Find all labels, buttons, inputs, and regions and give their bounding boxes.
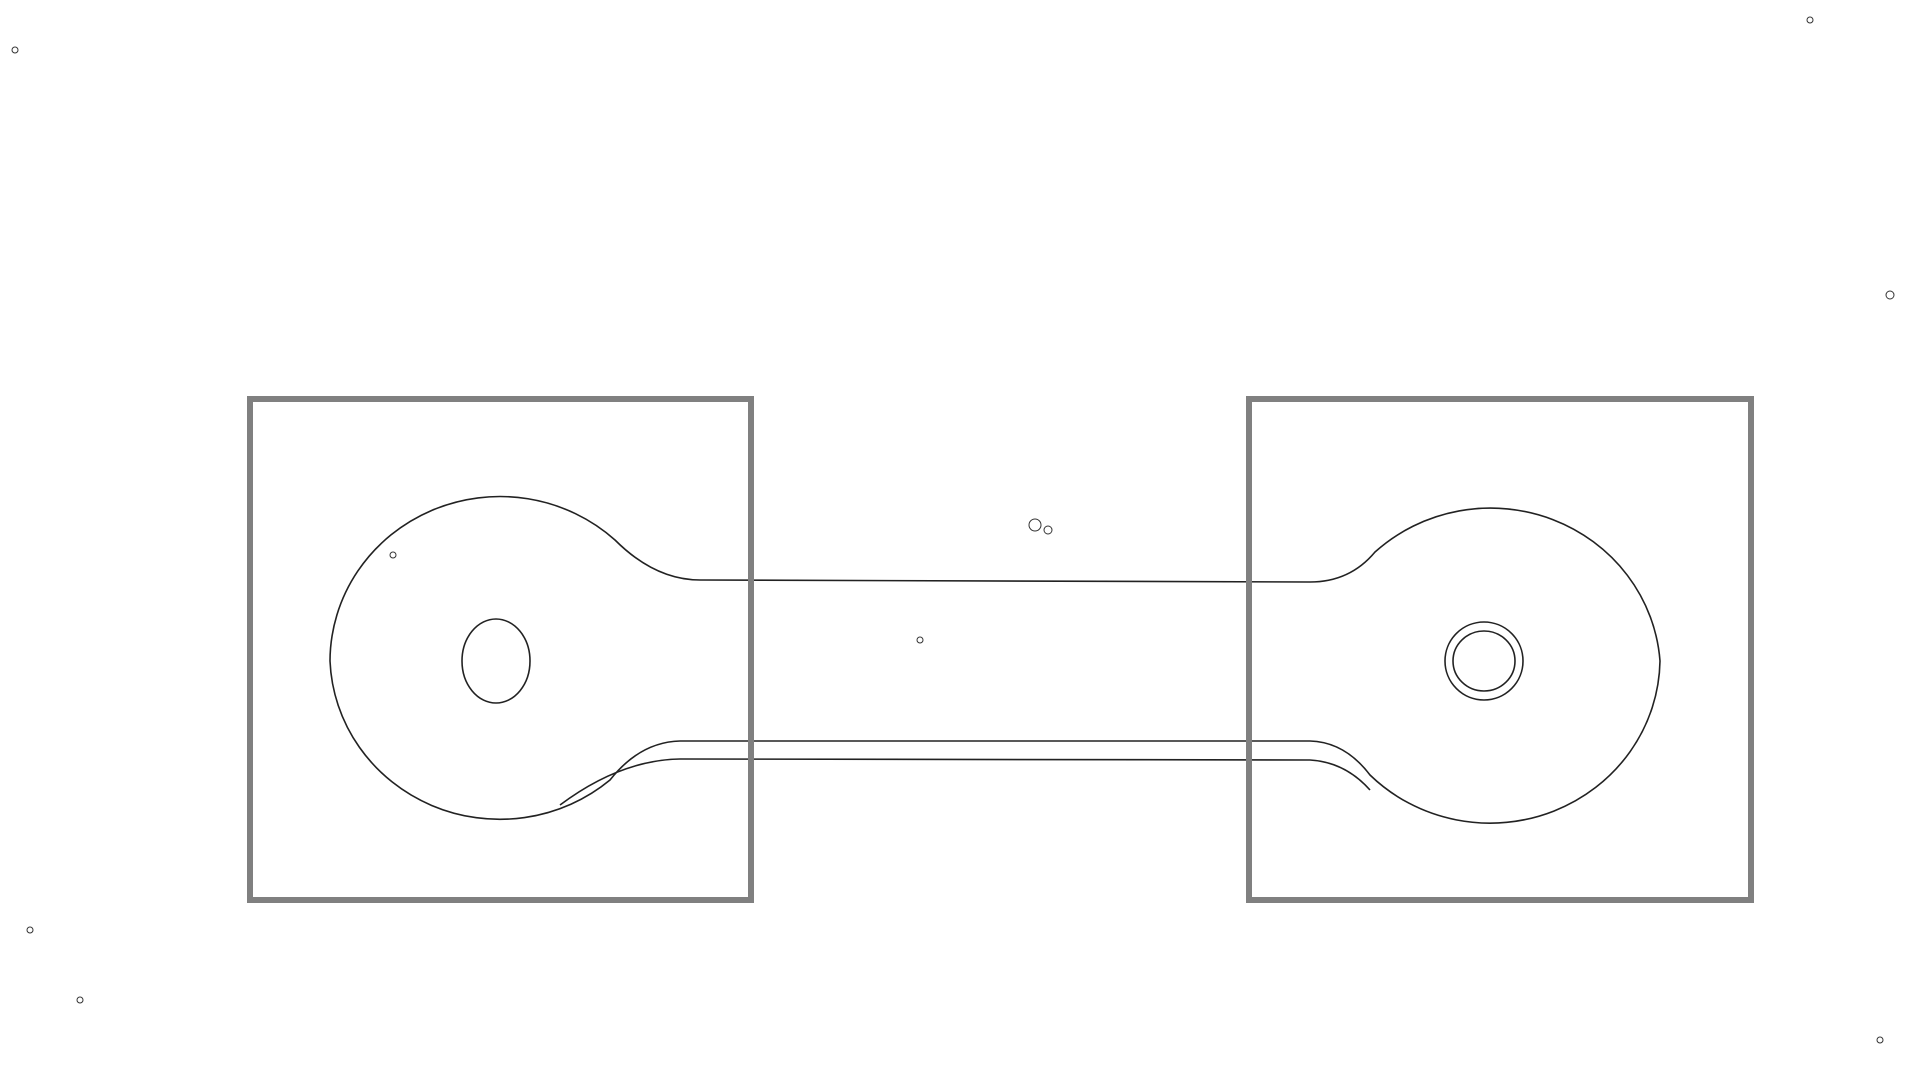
speckle <box>26 926 34 934</box>
speckle <box>389 551 397 559</box>
right-hub <box>1444 621 1524 701</box>
outline-bottom <box>329 660 1661 824</box>
speckle <box>1043 525 1053 535</box>
speckle <box>11 46 19 54</box>
left-selection-box <box>247 396 754 903</box>
speckles <box>11 16 1895 1044</box>
right-hub-inner <box>1452 630 1516 692</box>
left-hub <box>461 618 531 704</box>
right-selection-box <box>1246 396 1754 903</box>
speckle <box>1885 290 1895 300</box>
speckle <box>76 996 84 1004</box>
speckle <box>1806 16 1814 24</box>
speckle <box>916 636 924 644</box>
speckle <box>1028 518 1042 532</box>
outline-bottom-inner <box>559 758 1371 806</box>
dumbbell-outline <box>329 495 1661 824</box>
outline-top <box>329 495 1661 662</box>
speckle <box>1876 1036 1884 1044</box>
